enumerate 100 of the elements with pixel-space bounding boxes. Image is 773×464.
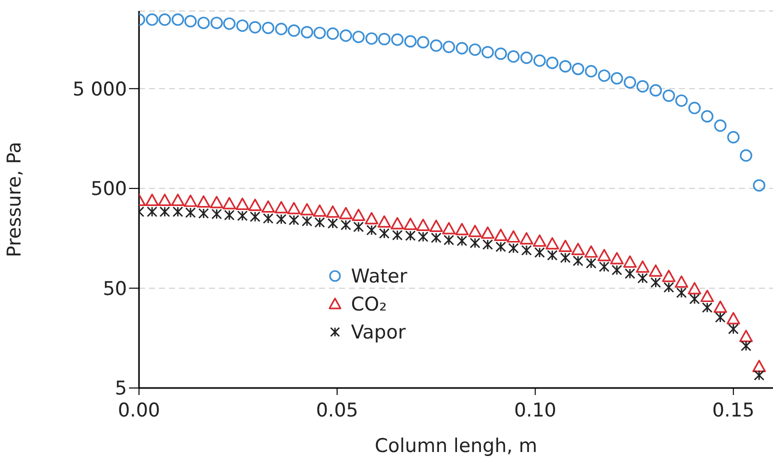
point <box>674 275 688 288</box>
point <box>559 60 572 73</box>
point <box>637 272 648 284</box>
y-tick-label: 50 <box>102 278 127 300</box>
point <box>521 244 532 256</box>
point <box>158 194 172 206</box>
point <box>456 42 468 54</box>
point <box>404 218 418 230</box>
point <box>146 13 158 26</box>
point <box>714 119 726 132</box>
point <box>262 213 274 224</box>
point <box>636 260 650 273</box>
x-tick-label: 0.15 <box>712 399 755 422</box>
point <box>300 26 314 38</box>
point <box>740 149 752 162</box>
point <box>211 208 222 220</box>
point <box>261 200 275 213</box>
point <box>520 232 534 244</box>
point <box>210 196 224 208</box>
point <box>353 222 364 232</box>
point <box>506 230 520 243</box>
point <box>534 247 545 258</box>
point <box>405 230 416 241</box>
point <box>314 217 325 228</box>
point <box>300 203 314 216</box>
point <box>276 214 287 224</box>
point <box>390 217 404 230</box>
point <box>648 264 662 277</box>
legend-label: Vapor <box>351 322 406 344</box>
point <box>455 222 469 236</box>
point <box>586 258 596 269</box>
point <box>288 24 300 37</box>
point <box>662 270 676 282</box>
point <box>418 231 428 242</box>
point <box>624 268 636 279</box>
point <box>364 212 378 224</box>
point <box>702 302 713 313</box>
point <box>197 16 210 30</box>
point <box>508 242 519 254</box>
point <box>715 312 726 323</box>
y-tick-label: 5 000 <box>72 78 127 100</box>
point <box>688 282 702 294</box>
point <box>416 36 430 48</box>
point <box>494 228 508 241</box>
y-tick-label: 500 <box>90 178 127 200</box>
point <box>752 360 766 372</box>
point <box>650 84 662 97</box>
point <box>326 27 339 40</box>
point <box>172 13 184 26</box>
point <box>198 208 209 219</box>
point <box>236 198 250 210</box>
point <box>676 287 687 298</box>
point <box>532 234 546 247</box>
point <box>146 206 158 218</box>
point <box>158 13 171 26</box>
point <box>740 340 752 352</box>
point <box>558 240 572 252</box>
point <box>597 248 611 262</box>
point <box>378 228 390 239</box>
legend-label: Water <box>351 266 408 288</box>
point <box>546 56 558 70</box>
point <box>184 15 197 28</box>
point <box>612 264 622 276</box>
point <box>430 39 442 52</box>
x-axis-title: Column lengh, m <box>374 435 538 457</box>
point <box>533 54 546 67</box>
y-tick-label: 5 <box>114 378 127 400</box>
point <box>624 76 636 89</box>
point <box>339 206 353 220</box>
point <box>302 216 312 226</box>
point <box>726 312 740 324</box>
point <box>675 94 688 107</box>
point <box>248 198 262 211</box>
point <box>287 202 301 214</box>
point <box>571 242 585 256</box>
point <box>392 230 403 240</box>
point <box>663 282 674 293</box>
point <box>326 205 340 218</box>
point <box>560 252 571 264</box>
point <box>728 324 739 334</box>
point <box>700 290 714 302</box>
point <box>352 30 365 44</box>
point <box>547 250 558 261</box>
x-tick-label: 0.00 <box>118 399 160 422</box>
point <box>365 32 378 45</box>
point <box>688 102 701 114</box>
point <box>184 194 198 207</box>
point <box>210 16 223 30</box>
point <box>610 72 624 85</box>
x-tick-label: 0.10 <box>514 399 556 422</box>
point <box>470 238 480 248</box>
point <box>237 210 248 222</box>
y-axis-title: Pressure, Pa <box>4 142 26 258</box>
point <box>340 220 352 230</box>
point <box>739 330 753 342</box>
point <box>288 214 300 226</box>
point <box>262 22 274 34</box>
point <box>172 206 184 218</box>
point <box>312 204 326 217</box>
point <box>378 32 390 46</box>
